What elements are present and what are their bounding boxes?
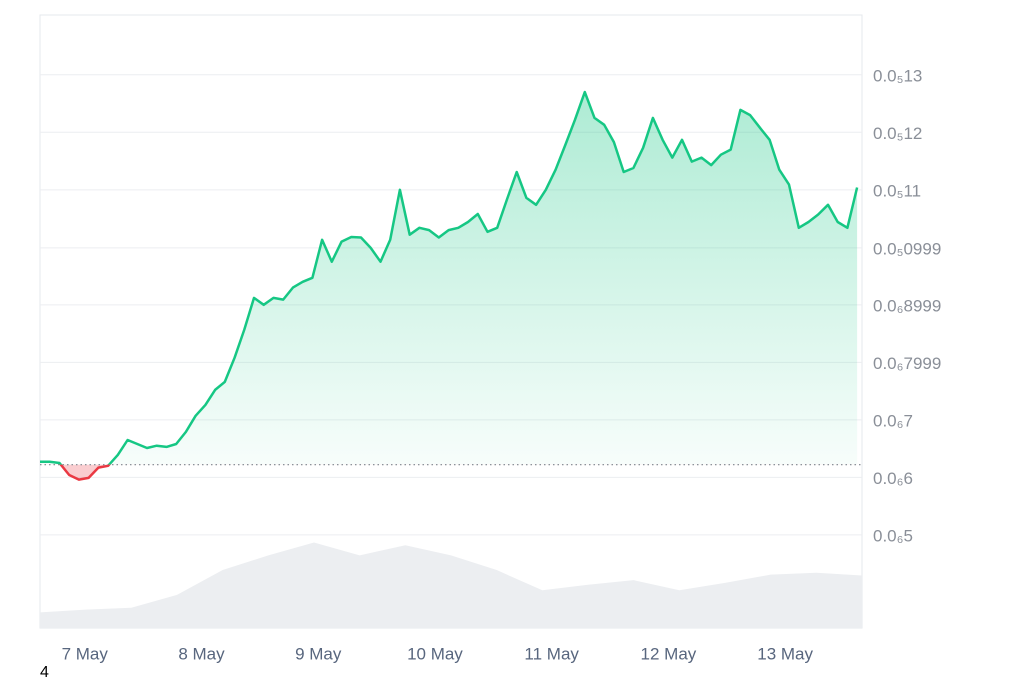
price-line	[40, 90, 859, 465]
y-tick-label: 0.0₅11	[873, 181, 921, 200]
x-tick-label: 13 May	[757, 644, 813, 663]
y-tick-label: 0.0₅0999	[873, 239, 941, 258]
y-tick-label: 0.0₅13	[873, 66, 922, 85]
y-tick-label: 0.0₆8999	[873, 296, 941, 315]
y-tick-label: 0.0₆7999	[873, 354, 941, 373]
x-tick-label: 11 May	[524, 644, 579, 663]
y-tick-label: 0.0₆5	[873, 526, 913, 545]
volume-area	[40, 542, 862, 628]
footnote: 4	[40, 664, 49, 681]
y-tick-label: 0.0₆7	[873, 411, 913, 430]
x-tick-label: 12 May	[641, 644, 697, 663]
x-tick-label: 8 May	[178, 644, 225, 663]
area-up	[40, 92, 858, 465]
x-tick-label: 9 May	[295, 644, 342, 663]
y-tick-label: 0.0₆6	[873, 469, 913, 488]
x-tick-label: 10 May	[407, 644, 463, 663]
y-tick-label: 0.0₅12	[873, 124, 922, 143]
x-tick-label: 7 May	[62, 644, 109, 663]
